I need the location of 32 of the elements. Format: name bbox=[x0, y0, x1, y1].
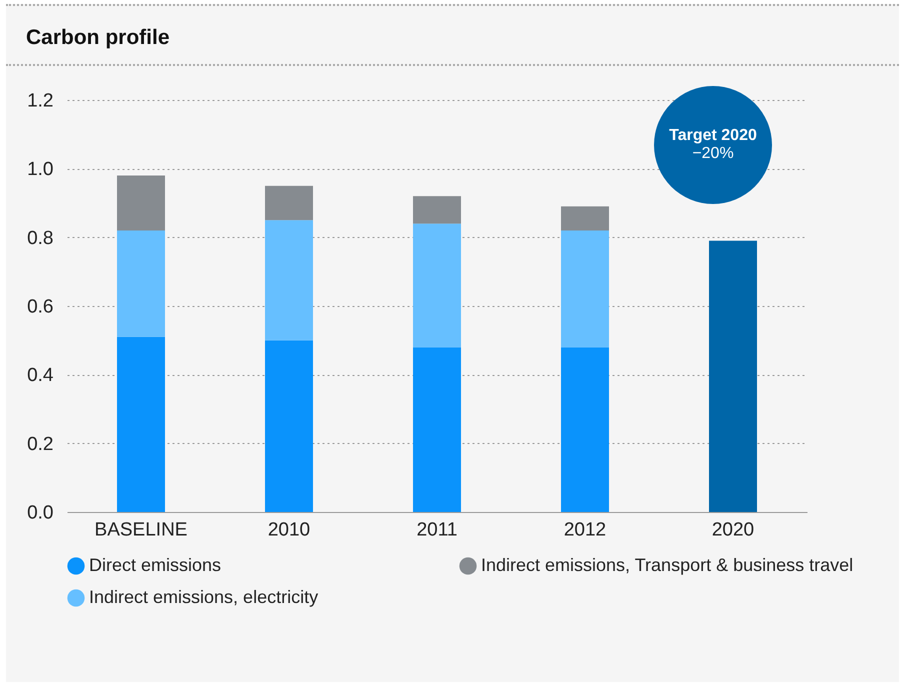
legend-label: Direct emissions bbox=[89, 555, 222, 575]
bar bbox=[265, 186, 313, 220]
bar bbox=[709, 240, 757, 512]
bar bbox=[561, 206, 609, 230]
bar bbox=[117, 176, 165, 230]
bar bbox=[265, 340, 313, 512]
bar bbox=[561, 347, 609, 512]
bar bbox=[413, 196, 461, 224]
circle-badge: Target 2020 −20% bbox=[654, 86, 772, 204]
x-tick-label: 2020 bbox=[712, 520, 754, 540]
bar bbox=[561, 230, 609, 348]
legend-label: Indirect emissions, Transport & business travel bbox=[481, 555, 854, 575]
y-tick-label: 1.0 bbox=[27, 159, 54, 180]
chart-title: Carbon profile bbox=[6, 6, 899, 66]
y-tick-label: 0.6 bbox=[27, 296, 54, 318]
x-tick-label: 2011 bbox=[416, 520, 458, 540]
bar bbox=[265, 220, 313, 340]
bar bbox=[413, 347, 461, 512]
y-tick-label: 0.2 bbox=[27, 434, 54, 455]
x-tick-label: 2012 bbox=[564, 520, 606, 540]
x-tick-label: 2010 bbox=[268, 520, 310, 540]
annotation: Target 2020 bbox=[669, 127, 757, 145]
legend-label: Indirect emissions, electricity bbox=[89, 587, 318, 607]
y-tick-label: 0.4 bbox=[27, 365, 54, 386]
annotation: −20% bbox=[692, 145, 734, 163]
bar bbox=[413, 224, 461, 348]
bar bbox=[117, 230, 165, 337]
y-tick-label: 1.2 bbox=[27, 90, 54, 112]
y-tick-label: 0.0 bbox=[27, 502, 54, 524]
y-tick-label: 0.8 bbox=[27, 228, 54, 249]
x-tick-label: BASELINE bbox=[94, 520, 188, 540]
bar bbox=[117, 336, 165, 512]
